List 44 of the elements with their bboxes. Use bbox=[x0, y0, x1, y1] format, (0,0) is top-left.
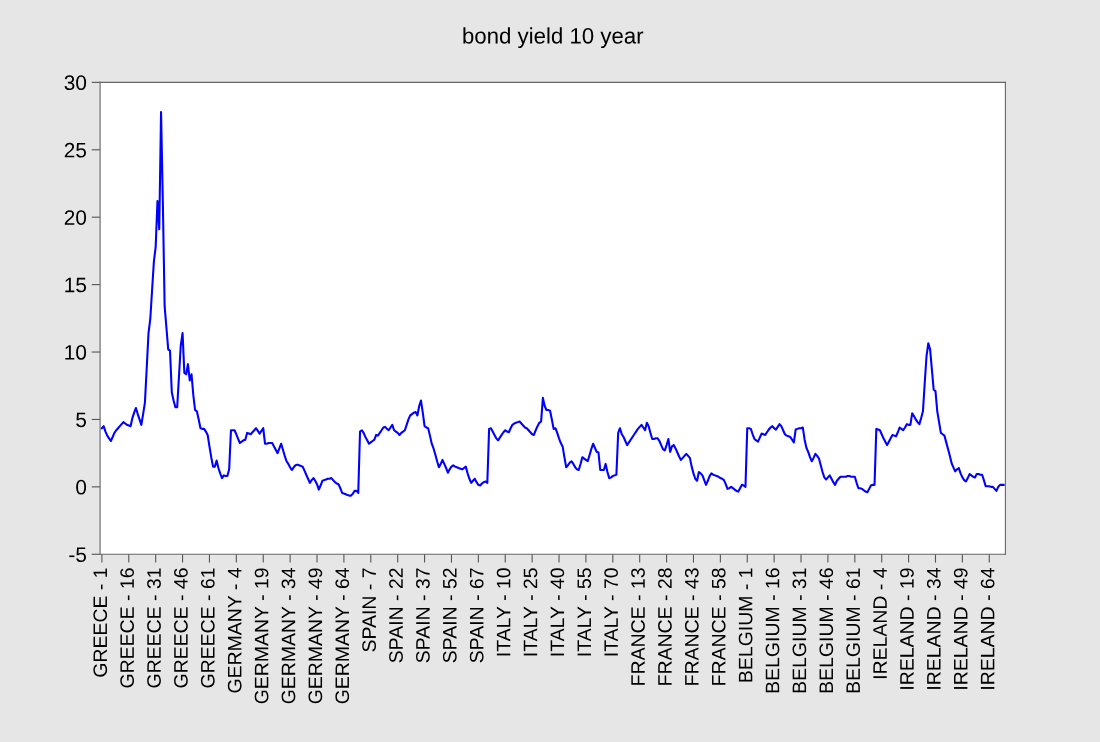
x-tick-label: IRELAND - 19 bbox=[900, 568, 914, 689]
x-tick-label: FRANCE - 58 bbox=[711, 568, 726, 685]
x-tick-label: BELGIUM - 61 bbox=[846, 568, 861, 693]
x-tick-label: BELGIUM - 31 bbox=[792, 568, 807, 693]
x-tick-label: ITALY - 70 bbox=[604, 568, 619, 656]
x-tick-label: GREECE - 31 bbox=[147, 568, 161, 688]
x-tick-label: GREECE - 61 bbox=[200, 568, 215, 688]
x-tick-label: GREECE - 46 bbox=[174, 568, 188, 688]
x-tick-label: SPAIN - 52 bbox=[442, 568, 457, 663]
line-series bbox=[100, 110, 1005, 497]
x-tick-label: SPAIN - 67 bbox=[469, 568, 484, 663]
x-tick-label: FRANCE - 28 bbox=[658, 568, 672, 685]
x-tick-label: GERMANY - 34 bbox=[281, 568, 296, 704]
x-tick-label: GREECE - 1 bbox=[93, 568, 108, 677]
y-tick-label: 0 bbox=[76, 479, 87, 495]
x-tick-label: SPAIN - 7 bbox=[362, 568, 377, 652]
x-tick-label: ITALY - 55 bbox=[577, 568, 592, 656]
y-tick-label: 10 bbox=[65, 345, 87, 360]
x-tick-label: SPAIN - 37 bbox=[416, 568, 430, 663]
y-tick-label: 15 bbox=[65, 277, 87, 293]
x-tick-label: FRANCE - 13 bbox=[631, 568, 645, 685]
y-tick-label: 25 bbox=[64, 142, 87, 158]
x-tick-label: BELGIUM - 1 bbox=[738, 568, 753, 682]
y-tick-label: 5 bbox=[76, 412, 87, 428]
x-tick-label: ITALY - 25 bbox=[523, 568, 538, 656]
x-tick-label: BELGIUM - 46 bbox=[819, 568, 834, 693]
x-tick-label: ITALY - 10 bbox=[496, 568, 511, 656]
x-tick-label: GERMANY - 49 bbox=[308, 568, 323, 704]
x-tick-label: ITALY - 40 bbox=[550, 568, 565, 656]
x-tick-label: FRANCE - 43 bbox=[684, 568, 699, 685]
x-tick-label: IRELAND - 64 bbox=[980, 568, 995, 689]
x-tick-label: BELGIUM - 16 bbox=[765, 568, 780, 693]
y-tick-label: -5 bbox=[69, 547, 87, 563]
x-tick-label: GERMANY - 4 bbox=[227, 568, 242, 693]
y-tick-label: 30 bbox=[64, 75, 87, 91]
x-tick-label: IRELAND - 34 bbox=[926, 568, 941, 689]
chart-title: bond yield 10 year bbox=[463, 27, 644, 49]
x-tick-label: IRELAND - 4 bbox=[873, 568, 887, 679]
x-tick-label: SPAIN - 22 bbox=[389, 568, 403, 663]
x-tick-label: GERMANY - 19 bbox=[254, 568, 269, 704]
x-tick-label: GREECE - 16 bbox=[120, 568, 134, 688]
y-tick-label: 20 bbox=[64, 210, 87, 225]
x-tick-label: IRELAND - 49 bbox=[953, 568, 968, 689]
x-tick-label: GERMANY - 64 bbox=[335, 568, 350, 704]
